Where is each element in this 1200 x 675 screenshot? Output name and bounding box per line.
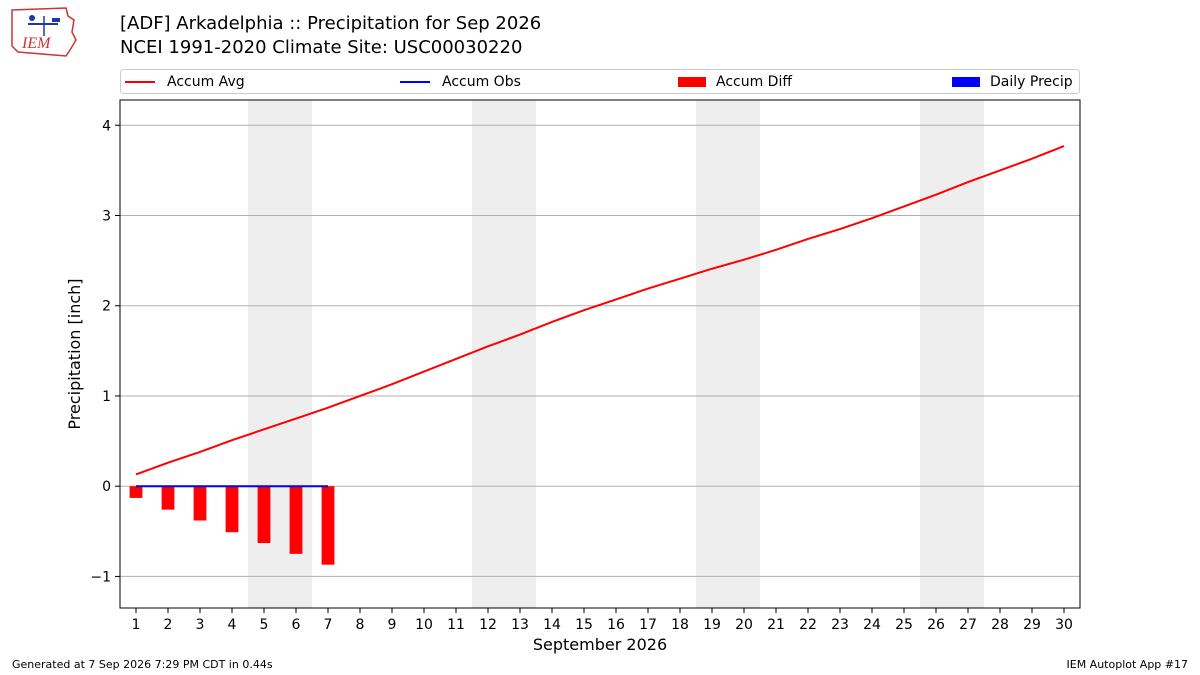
x-tick-label: 1 [132, 617, 141, 633]
plot-frame [119, 99, 1081, 609]
x-tick-label: 5 [260, 617, 269, 633]
x-tick-label: 6 [292, 617, 301, 633]
legend-label-accum-avg: Accum Avg [167, 73, 245, 90]
y-tick-label: 2 [102, 299, 111, 315]
logo-text: IEM [21, 35, 52, 52]
x-tick-label: 14 [543, 617, 561, 633]
x-tick-label: 19 [703, 617, 721, 633]
x-tick-label: 15 [575, 617, 593, 633]
legend-item-accum-obs: Accum Obs [400, 70, 521, 93]
x-tick-label: 3 [196, 617, 205, 633]
legend-swatch-accum-obs [400, 80, 430, 83]
accum-avg-line [135, 145, 1065, 476]
legend-item-accum-diff: Accum Diff [678, 70, 792, 93]
x-tick-label: 13 [511, 617, 529, 633]
weekend-band-3 [696, 100, 760, 608]
x-tick-label: 22 [799, 617, 817, 633]
y-axis-label: Precipitation [inch] [65, 278, 84, 429]
x-tick-label: 2 [164, 617, 173, 633]
legend-swatch-accum-diff [678, 76, 706, 87]
accum-diff-bar [225, 486, 239, 533]
x-tick-label: 30 [1055, 617, 1073, 633]
iowa-outline-icon [11, 7, 77, 57]
x-tick-label: 24 [863, 617, 881, 633]
x-tick-label: 4 [228, 617, 237, 633]
series-lines [135, 145, 1065, 488]
y-gridlines [120, 124, 1080, 577]
chart-subtitle: NCEI 1991-2020 Climate Site: USC00030220 [120, 37, 523, 58]
y-tick-label: −1 [90, 569, 111, 585]
x-tick-label: 18 [671, 617, 689, 633]
generated-timestamp: Generated at 7 Sep 2026 7:29 PM CDT in 0… [12, 658, 273, 671]
x-tick-label: 26 [927, 617, 945, 633]
accum-diff-bars [129, 486, 335, 565]
x-tick-label: 9 [388, 617, 397, 633]
chart-title: [ADF] Arkadelphia :: Precipitation for S… [120, 13, 542, 34]
weekend-band-2 [472, 100, 536, 608]
accum-diff-bar [129, 486, 143, 498]
x-tick-label: 16 [607, 617, 625, 633]
y-tick-label: 4 [102, 118, 111, 134]
x-tick-label: 17 [639, 617, 657, 633]
x-tick-label: 28 [991, 617, 1009, 633]
weekend-bands [248, 100, 984, 608]
weather-station-icon [28, 15, 60, 36]
x-tick-label: 29 [1023, 617, 1041, 633]
weekend-band-4 [920, 100, 984, 608]
y-tick-label: 0 [102, 479, 111, 495]
x-axis-ticks: 1 2 3 4 5 6 7 8 9 10 11 12 13 14 15 16 17 18 19 20 21 22 23 24 2… [132, 608, 1073, 633]
legend-label-accum-diff: Accum Diff [716, 73, 793, 90]
x-tick-label: 8 [356, 617, 365, 633]
legend-label-accum-obs: Accum Obs [442, 73, 521, 90]
accum-diff-bar [321, 486, 335, 565]
x-tick-label: 10 [415, 617, 433, 633]
x-axis-label: September 2026 [533, 635, 667, 654]
x-tick-label: 7 [324, 617, 333, 633]
accum-diff-bar [257, 486, 271, 544]
y-axis-ticks: −1 0 1 2 3 4 [90, 118, 120, 585]
x-tick-label: 12 [479, 617, 497, 633]
x-tick-label: 27 [959, 617, 977, 633]
x-tick-label: 11 [447, 617, 465, 633]
chart-legend: Accum Avg Accum Obs Accum Diff Daily Pre… [120, 69, 1080, 94]
x-tick-label: 21 [767, 617, 785, 633]
legend-label-daily-precip: Daily Precip [990, 73, 1073, 90]
accum-diff-bar [193, 486, 207, 521]
x-tick-label: 25 [895, 617, 913, 633]
iem-logo: IEM [11, 7, 77, 57]
accum-diff-bar [289, 486, 303, 554]
legend-swatch-accum-avg [125, 80, 155, 83]
y-tick-label: 1 [102, 389, 111, 405]
accum-diff-bar [161, 486, 175, 510]
legend-item-accum-avg: Accum Avg [125, 70, 245, 93]
x-tick-label: 23 [831, 617, 849, 633]
y-tick-label: 3 [102, 208, 111, 224]
legend-swatch-daily-precip [952, 76, 980, 87]
app-id: IEM Autoplot App #17 [1066, 658, 1189, 671]
x-tick-label: 20 [735, 617, 753, 633]
legend-item-daily-precip: Daily Precip [952, 70, 1073, 93]
